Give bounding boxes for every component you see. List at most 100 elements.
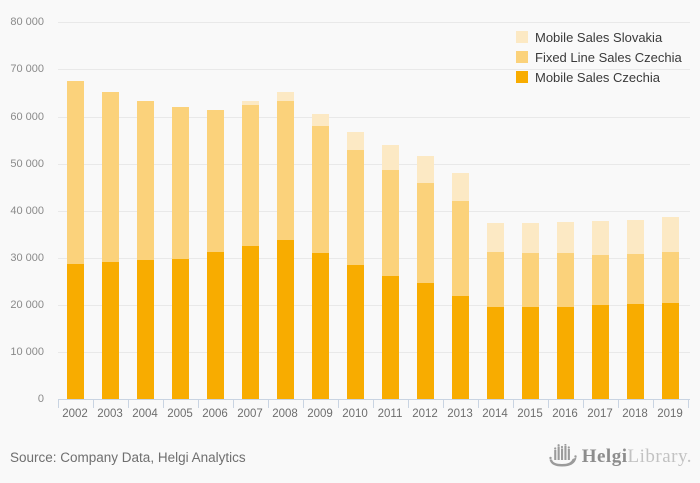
bar-segment-fixed-line-sales-czechia-2018[interactable] (626, 253, 644, 305)
bar-segment-fixed-line-sales-czechia-2012[interactable] (416, 182, 434, 284)
bar-segment-mobile-sales-czechia-2015[interactable] (521, 307, 539, 400)
logo-text-helgi: Helgi (581, 445, 628, 467)
x-axis-tick (232, 400, 234, 409)
bar-segment-mobile-sales-slovakia-2012[interactable] (416, 156, 434, 183)
bar-segment-mobile-sales-slovakia-2011[interactable] (381, 145, 399, 171)
legend-item-fixed-line-sales-czechia[interactable]: Fixed Line Sales Czechia (516, 47, 682, 67)
bar-segment-mobile-sales-czechia-2008[interactable] (276, 240, 294, 400)
bar-segment-fixed-line-sales-czechia-2002[interactable] (66, 80, 84, 264)
y-axis-tick-label: 10 000 (10, 346, 44, 359)
bar-segment-mobile-sales-slovakia-2013[interactable] (451, 172, 469, 201)
y-axis-tick-label: 30 000 (10, 251, 44, 264)
bar-segment-fixed-line-sales-czechia-2014[interactable] (486, 251, 504, 308)
y-axis-tick-label: 50 000 (10, 157, 44, 170)
y-axis-tick-label: 0 (37, 393, 44, 406)
bar-segment-fixed-line-sales-czechia-2016[interactable] (556, 253, 574, 307)
plot-area: 80 000 70 000 60 000 50 000 40 000 30 000 20 0… (10, 17, 690, 421)
bar-segment-fixed-line-sales-czechia-2009[interactable] (311, 126, 329, 253)
y-gridline (57, 69, 690, 71)
y-gridline (57, 305, 690, 307)
bar-segment-mobile-sales-slovakia-2015[interactable] (521, 223, 539, 254)
bar-segment-mobile-sales-czechia-2007[interactable] (241, 245, 259, 400)
x-axis-category-label: 2009 (307, 408, 333, 421)
x-axis-category-label: 2003 (97, 408, 123, 421)
bar-segment-mobile-sales-slovakia-2010[interactable] (346, 131, 364, 151)
x-axis-tick (687, 400, 689, 409)
bar-segment-mobile-sales-czechia-2019[interactable] (661, 302, 679, 400)
bar-segment-mobile-sales-czechia-2017[interactable] (591, 304, 609, 400)
x-axis-tick (512, 400, 514, 409)
bar-segment-fixed-line-sales-czechia-2004[interactable] (136, 100, 154, 260)
bar-segment-fixed-line-sales-czechia-2017[interactable] (591, 254, 609, 305)
bar-segment-fixed-line-sales-czechia-2013[interactable] (451, 200, 469, 296)
bar-segment-mobile-sales-czechia-2009[interactable] (311, 252, 329, 400)
x-axis-tick (617, 400, 619, 409)
bar-segment-mobile-sales-czechia-2012[interactable] (416, 283, 434, 400)
x-axis-category-label: 2012 (412, 408, 438, 421)
x-axis-category-label: 2011 (377, 408, 403, 421)
bar-segment-mobile-sales-czechia-2013[interactable] (451, 295, 469, 400)
bar-segment-mobile-sales-slovakia-2007[interactable] (241, 101, 259, 106)
bar-segment-mobile-sales-czechia-2003[interactable] (101, 262, 119, 400)
bar-segment-mobile-sales-slovakia-2018[interactable] (626, 219, 644, 254)
bar-segment-mobile-sales-czechia-2011[interactable] (381, 276, 399, 400)
x-axis-category-label: 2016 (552, 408, 578, 421)
x-axis-tick (162, 400, 164, 409)
bar-segment-mobile-sales-czechia-2014[interactable] (486, 307, 504, 400)
helgi-ship-bars-icon (549, 444, 582, 469)
bar-segment-fixed-line-sales-czechia-2008[interactable] (276, 100, 294, 241)
legend-item-mobile-sales-slovakia[interactable]: Mobile Sales Slovakia (516, 27, 662, 47)
x-axis-category-label: 2013 (447, 408, 473, 421)
x-axis-category-label: 2005 (167, 408, 193, 421)
x-axis-tick (407, 400, 409, 409)
legend-swatch-icon (516, 71, 528, 83)
x-axis-line (57, 399, 690, 401)
bar-segment-mobile-sales-czechia-2005[interactable] (171, 259, 189, 400)
x-axis-category-label: 2007 (237, 408, 263, 421)
x-axis-tick (197, 400, 199, 409)
x-axis-category-label: 2002 (62, 408, 88, 421)
x-axis-category-label: 2017 (587, 408, 613, 421)
bar-segment-fixed-line-sales-czechia-2003[interactable] (101, 91, 119, 263)
x-axis-tick (652, 400, 654, 409)
bar-segment-fixed-line-sales-czechia-2006[interactable] (206, 110, 224, 253)
bar-segment-fixed-line-sales-czechia-2015[interactable] (521, 253, 539, 308)
x-axis-category-label: 2008 (272, 408, 298, 421)
bar-segment-fixed-line-sales-czechia-2005[interactable] (171, 107, 189, 260)
bar-segment-mobile-sales-slovakia-2014[interactable] (486, 223, 504, 252)
legend-swatch-icon (516, 31, 528, 43)
bar-segment-mobile-sales-czechia-2016[interactable] (556, 306, 574, 400)
y-gridline (57, 352, 690, 354)
x-axis-tick (92, 400, 94, 409)
x-axis-category-label: 2010 (342, 408, 368, 421)
x-axis-tick (127, 400, 129, 409)
bar-segment-fixed-line-sales-czechia-2011[interactable] (381, 170, 399, 277)
bar-segment-mobile-sales-slovakia-2009[interactable] (311, 114, 329, 127)
bar-segment-mobile-sales-czechia-2002[interactable] (66, 263, 84, 400)
bar-segment-fixed-line-sales-czechia-2019[interactable] (661, 251, 679, 303)
bar-segment-mobile-sales-czechia-2018[interactable] (626, 304, 644, 400)
bar-segment-mobile-sales-czechia-2004[interactable] (136, 259, 154, 400)
x-axis-category-label: 2018 (622, 408, 648, 421)
x-axis-tick (547, 400, 549, 409)
helgi-library-logo: Helgi Library. (549, 444, 692, 469)
bar-segment-fixed-line-sales-czechia-2007[interactable] (241, 105, 259, 246)
bar-segment-mobile-sales-czechia-2006[interactable] (206, 252, 224, 400)
x-axis-category-label: 2006 (202, 408, 228, 421)
y-gridline (57, 210, 690, 212)
bar-segment-mobile-sales-slovakia-2017[interactable] (591, 220, 609, 255)
x-axis-tick (57, 400, 59, 409)
source-text: Source: Company Data, Helgi Analytics (10, 450, 246, 465)
x-axis-tick (302, 400, 304, 409)
legend-label: Mobile Sales Czechia (535, 69, 661, 85)
bar-segment-mobile-sales-slovakia-2008[interactable] (276, 91, 294, 101)
y-gridline (57, 22, 690, 24)
bar-segment-mobile-sales-slovakia-2016[interactable] (556, 222, 574, 254)
bar-segment-mobile-sales-czechia-2010[interactable] (346, 264, 364, 400)
bar-segment-mobile-sales-slovakia-2019[interactable] (661, 216, 679, 252)
y-axis-tick-label: 20 000 (10, 299, 44, 312)
legend-item-mobile-sales-czechia[interactable]: Mobile Sales Czechia (516, 67, 660, 87)
bar-segment-fixed-line-sales-czechia-2010[interactable] (346, 150, 364, 265)
x-axis-category-label: 2019 (657, 408, 683, 421)
